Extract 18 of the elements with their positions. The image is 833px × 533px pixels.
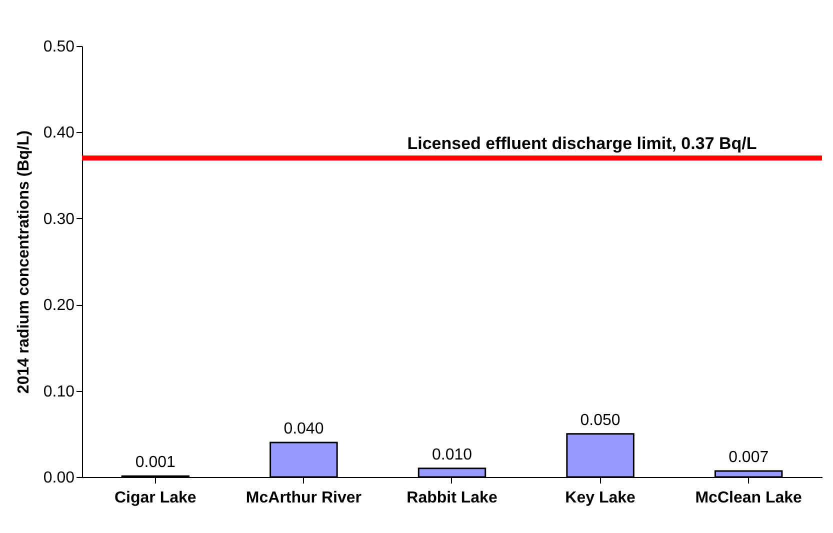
y-tick-label: 0.00 (43, 470, 75, 486)
data-label: 0.040 (284, 420, 324, 438)
x-tick-label: McClean Lake (695, 490, 802, 506)
data-label: 0.010 (432, 446, 472, 464)
y-tick-label: 0.20 (43, 297, 75, 314)
x-tick-label: Key Lake (565, 490, 636, 506)
y-tick-label: 0.10 (43, 383, 75, 400)
data-label: 0.007 (728, 448, 769, 466)
x-tick-label: McArthur River (246, 490, 362, 506)
y-tick-label: 0.30 (43, 210, 75, 228)
y-tick-label: 0.40 (43, 124, 75, 142)
x-tick-label: Cigar Lake (114, 490, 196, 506)
ref-line-label: Licensed effluent discharge limit, 0.37 Bq/L (407, 134, 757, 154)
x-tick-label: Rabbit Lake (406, 490, 498, 506)
y-axis-title: 2014 radium concentrations (Bq/L) (15, 130, 32, 394)
data-label: 0.050 (580, 412, 620, 429)
data-label: 0.001 (135, 454, 176, 472)
y-tick-label: 0.50 (43, 38, 75, 56)
